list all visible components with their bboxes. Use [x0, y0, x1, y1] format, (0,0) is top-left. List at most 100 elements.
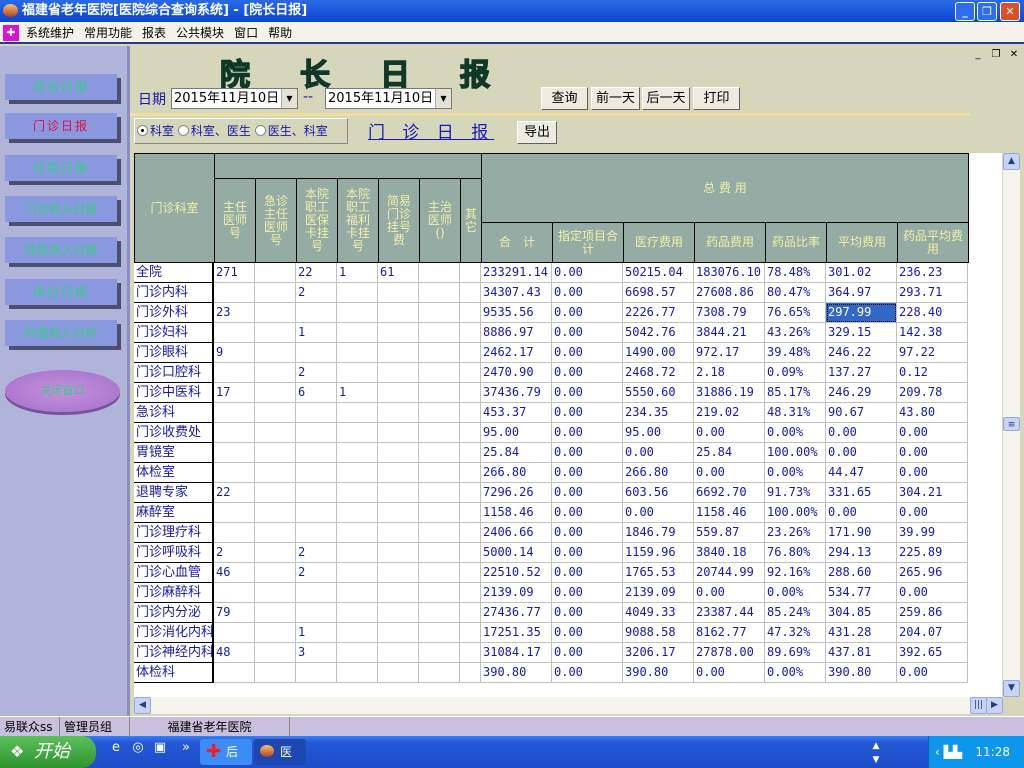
table-cell[interactable]: 392.65 — [897, 643, 968, 663]
table-cell[interactable]: 266.80 — [623, 463, 694, 483]
table-cell[interactable] — [378, 423, 419, 443]
table-cell[interactable] — [337, 323, 378, 343]
table-cell[interactable] — [378, 563, 419, 583]
table-cell[interactable]: 5042.76 — [623, 323, 694, 343]
table-cell[interactable]: 559.87 — [694, 523, 765, 543]
table-cell[interactable]: 27608.86 — [694, 283, 765, 303]
table-cell[interactable] — [378, 643, 419, 663]
table-cell[interactable] — [419, 283, 460, 303]
table-cell[interactable]: 2 — [296, 283, 337, 303]
table-cell[interactable]: 0.00 — [897, 503, 968, 523]
menu-common[interactable]: 常用功能 — [84, 26, 133, 40]
sidebar-item-summary[interactable]: 综合日报 — [5, 74, 117, 100]
table-cell[interactable] — [296, 663, 337, 683]
table-cell[interactable]: 0.00 — [694, 663, 765, 683]
table-cell[interactable]: 0.00% — [765, 583, 826, 603]
table-cell[interactable]: 0.00 — [552, 463, 623, 483]
table-cell[interactable] — [460, 583, 481, 603]
row-dept-name[interactable]: 门诊外科 — [134, 303, 214, 323]
table-cell[interactable]: 2139.09 — [481, 583, 552, 603]
query-button[interactable]: 查询 — [541, 87, 588, 110]
table-cell[interactable]: 972.17 — [694, 343, 765, 363]
table-cell[interactable] — [419, 423, 460, 443]
table-cell[interactable] — [337, 463, 378, 483]
table-cell[interactable] — [337, 523, 378, 543]
table-cell[interactable] — [419, 363, 460, 383]
table-cell[interactable]: 3206.17 — [623, 643, 694, 663]
table-cell[interactable] — [460, 523, 481, 543]
table-cell[interactable]: 2226.77 — [623, 303, 694, 323]
table-cell[interactable] — [255, 563, 296, 583]
table-cell[interactable]: 304.85 — [826, 603, 897, 623]
table-cell[interactable]: 0.00 — [694, 423, 765, 443]
horizontal-scrollbar[interactable]: ◀ ||| ▶ — [134, 697, 1003, 714]
table-cell[interactable]: 0.00 — [552, 263, 623, 283]
table-cell[interactable]: 3 — [296, 643, 337, 663]
table-cell[interactable] — [419, 523, 460, 543]
row-dept-name[interactable]: 门诊妇科 — [134, 323, 214, 343]
table-cell[interactable]: 293.71 — [897, 283, 968, 303]
table-cell[interactable]: 2139.09 — [623, 583, 694, 603]
table-cell[interactable]: 304.21 — [897, 483, 968, 503]
table-cell[interactable]: 97.22 — [897, 343, 968, 363]
table-cell[interactable]: 0.00 — [826, 503, 897, 523]
table-cell[interactable]: 2468.72 — [623, 363, 694, 383]
table-cell[interactable]: 246.29 — [826, 383, 897, 403]
table-cell[interactable]: 27878.00 — [694, 643, 765, 663]
table-cell[interactable] — [460, 383, 481, 403]
table-cell[interactable]: 0.00 — [552, 303, 623, 323]
table-cell[interactable]: 34307.43 — [481, 283, 552, 303]
network-icon[interactable]: ‹ ▙▙ — [935, 745, 963, 759]
table-cell[interactable]: 183076.10 — [694, 263, 765, 283]
table-cell[interactable]: 0.00 — [552, 543, 623, 563]
table-cell[interactable]: 23387.44 — [694, 603, 765, 623]
table-cell[interactable]: 0.00 — [552, 663, 623, 683]
table-cell[interactable] — [255, 443, 296, 463]
table-cell[interactable] — [460, 643, 481, 663]
table-cell[interactable] — [460, 423, 481, 443]
sidebar-item-inpatient-income[interactable]: 住院收入日报 — [5, 237, 117, 263]
row-dept-name[interactable]: 门诊内分泌 — [134, 603, 214, 623]
scroll-down-icon[interactable]: ▼ — [872, 755, 880, 765]
table-cell[interactable] — [419, 303, 460, 323]
row-dept-name[interactable]: 全院 — [134, 263, 214, 283]
table-cell[interactable]: 297.99 — [826, 303, 897, 323]
table-cell[interactable] — [337, 483, 378, 503]
table-cell[interactable]: 288.60 — [826, 563, 897, 583]
table-cell[interactable] — [460, 403, 481, 423]
table-cell[interactable]: 1765.53 — [623, 563, 694, 583]
table-cell[interactable] — [337, 563, 378, 583]
table-cell[interactable] — [419, 623, 460, 643]
radio-dept-doctor[interactable]: 科室、医生 — [177, 124, 251, 138]
table-cell[interactable]: 23 — [214, 303, 255, 323]
table-cell[interactable]: 37436.79 — [481, 383, 552, 403]
table-cell[interactable] — [419, 463, 460, 483]
table-cell[interactable]: 390.80 — [826, 663, 897, 683]
chevron-down-icon[interactable]: ▼ — [281, 89, 297, 108]
table-cell[interactable]: 329.15 — [826, 323, 897, 343]
table-cell[interactable]: 265.96 — [897, 563, 968, 583]
table-cell[interactable]: 1 — [337, 383, 378, 403]
outlook-icon[interactable]: ◎ — [132, 740, 144, 755]
sidebar-item-inpatient[interactable]: 住院日报 — [5, 155, 117, 181]
table-cell[interactable] — [214, 443, 255, 463]
table-cell[interactable]: 5550.60 — [623, 383, 694, 403]
table-cell[interactable]: 6 — [296, 383, 337, 403]
table-cell[interactable] — [337, 643, 378, 663]
table-cell[interactable] — [419, 543, 460, 563]
minimize-button[interactable]: _ — [955, 2, 975, 21]
table-cell[interactable]: 0.00 — [897, 423, 968, 443]
table-cell[interactable] — [419, 483, 460, 503]
radio-button-icon[interactable] — [254, 125, 266, 136]
table-cell[interactable]: 0.00 — [623, 503, 694, 523]
table-cell[interactable] — [337, 423, 378, 443]
table-cell[interactable]: 89.69% — [765, 643, 826, 663]
table-cell[interactable] — [296, 583, 337, 603]
table-cell[interactable]: 171.90 — [826, 523, 897, 543]
radio-button-icon[interactable] — [177, 125, 189, 136]
table-cell[interactable] — [378, 303, 419, 323]
table-cell[interactable]: 44.47 — [826, 463, 897, 483]
table-cell[interactable]: 47.32% — [765, 623, 826, 643]
table-cell[interactable]: 27436.77 — [481, 603, 552, 623]
chevron-right-icon[interactable]: » — [182, 740, 190, 755]
